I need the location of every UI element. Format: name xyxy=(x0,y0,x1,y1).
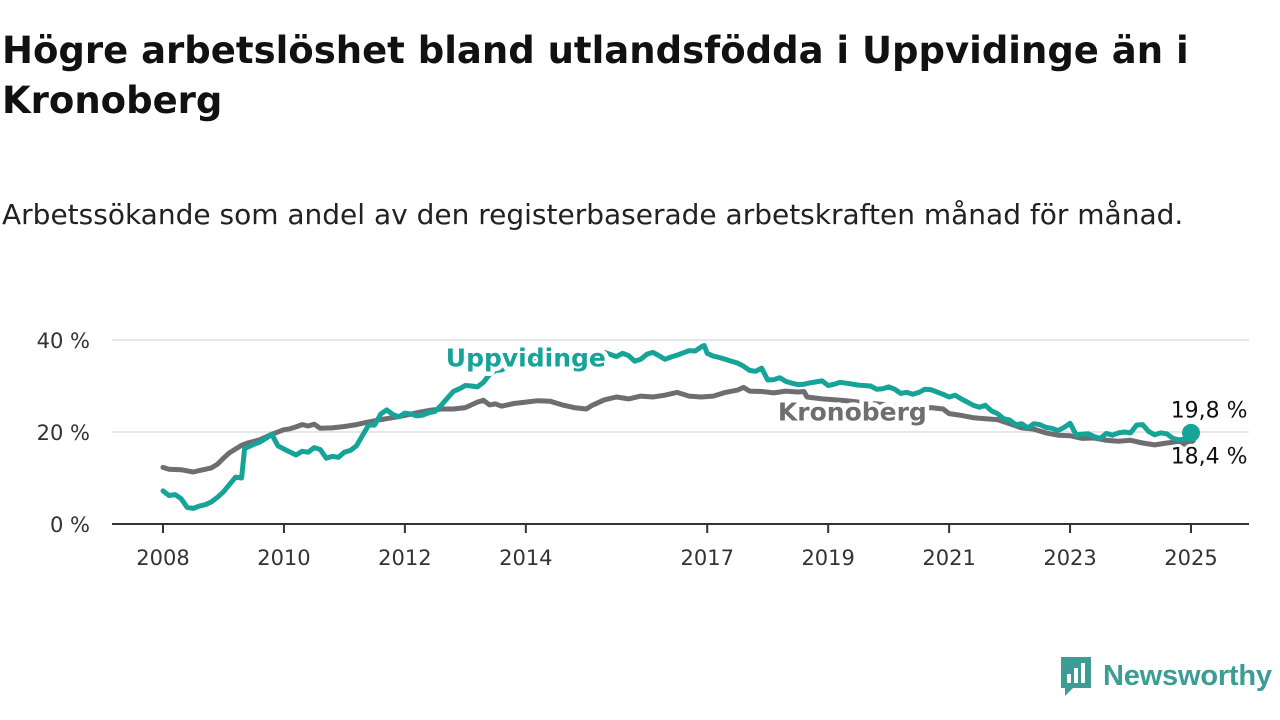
y-axis-tick-labels: 0 % 20 % 40 % xyxy=(37,329,90,537)
x-tick-label: 2019 xyxy=(801,546,854,570)
x-tick-label: 2012 xyxy=(378,546,431,570)
x-tick-label: 2025 xyxy=(1164,546,1217,570)
series-line-uppvidinge xyxy=(160,343,1194,511)
series-label-kronoberg: Kronoberg xyxy=(778,398,927,427)
y-tick-label: 20 % xyxy=(37,421,90,445)
x-tick-label: 2017 xyxy=(681,546,734,570)
series-lines xyxy=(160,343,1200,511)
end-label-kronoberg: 18,4 % xyxy=(1171,444,1248,469)
x-tick-label: 2010 xyxy=(257,546,310,570)
newsworthy-logo-icon xyxy=(1061,657,1091,696)
y-tick-label: 0 % xyxy=(50,513,90,537)
series-labels: Uppvidinge Kronoberg 19,8 % 18,4 % xyxy=(441,339,1250,472)
end-label-uppvidinge: 19,8 % xyxy=(1171,398,1248,423)
chart-title: Högre arbetslöshet bland utlandsfödda i … xyxy=(2,29,1189,122)
x-axis xyxy=(112,523,1249,533)
series-line-kronoberg xyxy=(160,384,1194,475)
chart-subtitle: Arbetssökande som andel av den registerb… xyxy=(2,198,1184,231)
x-tick-label: 2023 xyxy=(1043,546,1096,570)
x-axis-tick-labels: 2008 2010 2012 2014 2017 2019 2021 2023 2025 xyxy=(136,546,1217,570)
x-tick-label: 2008 xyxy=(136,546,189,570)
brand-name: Newsworthy xyxy=(1103,659,1272,692)
series-label-uppvidinge: Uppvidinge xyxy=(446,344,606,373)
end-point-uppvidinge xyxy=(1182,423,1200,442)
newsworthy-logo: Newsworthy xyxy=(1058,654,1272,698)
x-tick-label: 2014 xyxy=(499,546,552,570)
x-tick-label: 2021 xyxy=(922,546,975,570)
y-tick-label: 40 % xyxy=(37,329,90,353)
